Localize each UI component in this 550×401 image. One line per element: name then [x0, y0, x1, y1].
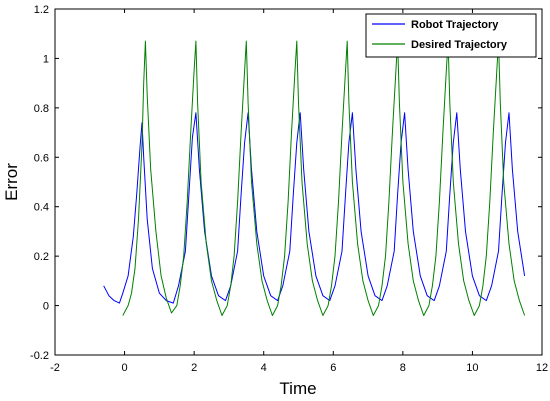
x-tick-label: 0 [122, 362, 128, 374]
plot-frame [54, 8, 543, 356]
series-layer [103, 40, 526, 316]
y-tick-label: 0 [43, 301, 49, 313]
y-tick-label: 0.8 [34, 103, 49, 115]
y-tick-label: 0.2 [34, 251, 49, 263]
plot-background [55, 9, 542, 355]
x-axis-title: Time [279, 379, 316, 398]
legend-box [365, 13, 537, 58]
y-tick-label: 0.4 [34, 202, 49, 214]
x-tick-label: 4 [261, 362, 267, 374]
x-tick-label: 6 [330, 362, 336, 374]
y-tick-label: 0.6 [34, 152, 49, 164]
x-tick-label: 10 [466, 362, 478, 374]
x-tick-label: 8 [400, 362, 406, 374]
legend: Robot Trajectory Desired Trajectory [365, 13, 537, 58]
legend-label-robot: Robot Trajectory [411, 19, 499, 31]
y-tick-label: 1 [43, 53, 49, 65]
x-tick-label: 12 [536, 362, 548, 374]
x-tick-label: 2 [191, 362, 197, 374]
y-axis-title: Error [2, 163, 21, 201]
y-tick-label: -0.2 [30, 350, 49, 362]
legend-label-desired: Desired Trajectory [411, 39, 508, 51]
series-line-robot-trajectory [103, 112, 526, 304]
series-line-desired-trajectory [122, 40, 526, 316]
ticks-layer: -2 0 2 4 6 8 10 12 -0.2 0 0.2 0.4 0.6 0.8 1 1.2 [30, 4, 548, 374]
x-tick-label: -2 [50, 362, 60, 374]
y-tick-label: 1.2 [34, 4, 49, 16]
